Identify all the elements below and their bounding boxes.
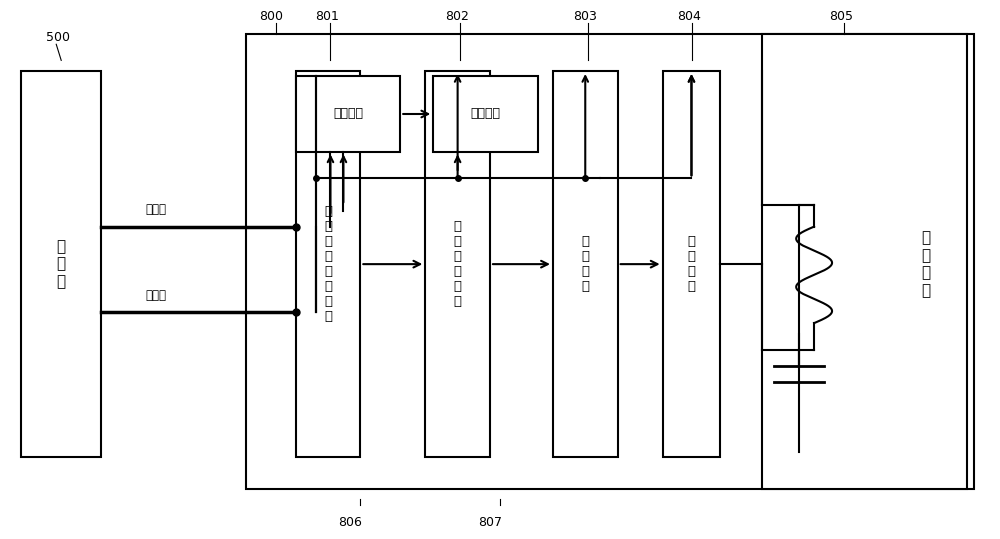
Bar (663, 71, 720, 457)
Text: 800: 800 (259, 10, 283, 23)
Text: 803: 803 (573, 10, 597, 23)
Bar (425, 71, 490, 457)
Bar (246, 33, 974, 489)
Text: 802: 802 (445, 10, 469, 23)
Bar (296, 71, 360, 457)
Text: 805: 805 (829, 10, 853, 23)
Text: 数
字
控
制
电
路: 数 字 控 制 电 路 (454, 220, 462, 308)
Bar (762, 33, 967, 489)
Text: 起
爆
状
态
识
别
电
路: 起 爆 状 态 识 别 电 路 (324, 205, 332, 323)
Text: 电源电路: 电源电路 (333, 107, 363, 121)
Bar (433, 77, 538, 151)
Text: 定
时
电
路: 定 时 电 路 (581, 235, 589, 293)
Text: 电源线: 电源线 (145, 203, 166, 216)
Text: 复位电路: 复位电路 (471, 107, 501, 121)
Text: 起
爆
开
关: 起 爆 开 关 (687, 235, 695, 293)
Text: 起
爆
器: 起 爆 器 (57, 239, 66, 289)
Text: 804: 804 (678, 10, 701, 23)
Text: 500: 500 (46, 31, 70, 44)
Text: 806: 806 (338, 516, 362, 529)
Text: 807: 807 (478, 516, 502, 529)
Bar (21, 71, 101, 457)
Text: 外
围
电
路: 外 围 电 路 (921, 231, 930, 298)
Bar (296, 77, 400, 151)
Text: 电源线: 电源线 (145, 289, 166, 302)
Text: 801: 801 (316, 10, 339, 23)
Bar (553, 71, 618, 457)
